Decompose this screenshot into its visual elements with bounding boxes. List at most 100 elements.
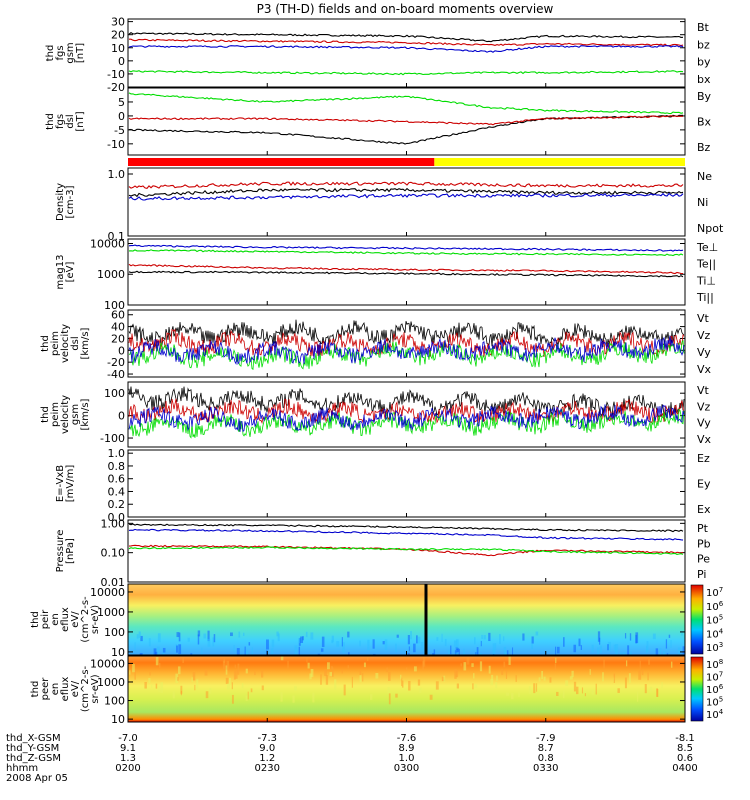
legend-entry: Ne bbox=[697, 170, 712, 183]
spectrogram-texture bbox=[635, 632, 639, 644]
legend-entry: Ez bbox=[697, 452, 710, 465]
spectrogram-texture bbox=[628, 673, 631, 684]
spectrogram-texture bbox=[351, 676, 353, 688]
spectrogram-texture bbox=[481, 634, 483, 639]
x-tick-label: -7.0 bbox=[118, 733, 138, 744]
series-line-vx bbox=[128, 404, 685, 433]
spectrogram-texture bbox=[293, 686, 297, 691]
legend-entry: Vx bbox=[697, 363, 712, 376]
spectrogram-texture bbox=[607, 644, 609, 651]
x-tick-label: 0300 bbox=[394, 763, 419, 774]
y-axis-label: fgs bbox=[55, 114, 66, 129]
spectrogram-texture bbox=[460, 663, 462, 667]
spectrogram-texture bbox=[254, 671, 256, 676]
spectrogram-texture bbox=[325, 675, 329, 685]
spectrogram-texture bbox=[341, 669, 343, 674]
spectrogram-texture bbox=[250, 688, 253, 693]
spectrogram-texture bbox=[420, 641, 424, 651]
spectrogram bbox=[128, 584, 685, 655]
spectrogram-texture bbox=[491, 674, 494, 681]
spectrogram-texture bbox=[158, 685, 160, 693]
spectrogram-texture bbox=[400, 674, 402, 680]
mode-segment bbox=[434, 158, 685, 166]
x-tick-label: -8.1 bbox=[675, 733, 695, 744]
y-axis-label: gsm bbox=[70, 404, 81, 425]
y-axis-label: eflux bbox=[60, 607, 71, 632]
y-tick-label: 100 bbox=[104, 387, 125, 400]
spectrogram-texture bbox=[241, 683, 244, 689]
spectrogram-texture bbox=[473, 673, 475, 679]
spectrogram-texture bbox=[441, 676, 445, 682]
spectrogram-texture bbox=[207, 639, 211, 647]
spectrogram-texture bbox=[151, 684, 153, 688]
series-line-bx bbox=[128, 114, 684, 145]
y-axis-label: en bbox=[50, 683, 61, 696]
colorbar-tick-label: 108 bbox=[706, 658, 723, 671]
spectrogram-texture bbox=[134, 642, 136, 651]
legend-entry: bz bbox=[697, 38, 710, 51]
legend-entry: Te|| bbox=[696, 258, 716, 271]
spectrogram-texture bbox=[347, 631, 350, 638]
y-tick-label: 0.4 bbox=[108, 485, 126, 498]
spectrogram-texture bbox=[656, 688, 658, 697]
spectrogram-texture bbox=[225, 677, 229, 684]
x-row-label: 2008 Apr 05 bbox=[6, 773, 68, 784]
y-axis-label: thd bbox=[40, 335, 51, 352]
spectrogram-texture bbox=[148, 678, 151, 684]
colorbar-tick-label: 107 bbox=[706, 671, 723, 684]
spectrogram-texture bbox=[321, 636, 325, 648]
spectrogram-texture bbox=[138, 631, 141, 638]
spectrogram-texture bbox=[624, 633, 627, 639]
spectrogram-texture bbox=[388, 693, 391, 705]
spectrogram-texture bbox=[407, 634, 410, 645]
y-tick-label: 10000 bbox=[90, 586, 125, 599]
spectrogram-texture bbox=[140, 635, 143, 642]
spectrogram-texture bbox=[508, 656, 511, 665]
legend-entry: Bx bbox=[697, 116, 712, 129]
spectrogram-texture bbox=[627, 645, 630, 656]
y-tick-label: 60 bbox=[111, 309, 125, 322]
y-axis-label: [km/s] bbox=[80, 327, 91, 359]
spectrogram-texture bbox=[496, 675, 498, 681]
spectrogram-texture bbox=[136, 634, 139, 639]
spectrogram-texture bbox=[213, 634, 216, 643]
spectrogram-texture bbox=[597, 631, 601, 642]
spectrogram-texture bbox=[228, 677, 231, 686]
spectrogram-texture bbox=[476, 647, 479, 654]
spectrogram-texture bbox=[342, 642, 345, 653]
legend-entry: Vt bbox=[697, 312, 710, 325]
spectrogram-texture bbox=[294, 645, 298, 655]
legend-entry: Npot bbox=[697, 222, 724, 235]
x-tick-label: 9.1 bbox=[120, 743, 136, 754]
colorbar-tick-label: 107 bbox=[706, 586, 723, 599]
y-tick-label: 20 bbox=[111, 29, 125, 42]
spectrogram-texture bbox=[336, 641, 340, 647]
spectrogram-texture bbox=[637, 691, 639, 702]
spectrogram-texture bbox=[231, 694, 234, 704]
x-tick-label: 0200 bbox=[115, 763, 140, 774]
spectrogram-texture bbox=[647, 672, 649, 681]
spectrogram-texture bbox=[155, 657, 159, 666]
spectrogram-texture bbox=[668, 634, 671, 638]
y-axis-label: E=-VxB bbox=[55, 465, 66, 502]
y-axis-label: velocity bbox=[60, 324, 71, 363]
colorbar-tick-label: 104 bbox=[706, 627, 724, 640]
series-line-vt bbox=[128, 319, 685, 348]
spectrogram-texture bbox=[182, 657, 184, 664]
x-tick-label: 0.8 bbox=[538, 753, 554, 764]
spectrogram-texture bbox=[479, 661, 483, 672]
spectrogram-texture bbox=[372, 639, 375, 649]
colorbar-tick-label: 106 bbox=[706, 600, 724, 613]
spectrogram-texture bbox=[503, 646, 507, 656]
x-tick-label: 0400 bbox=[672, 763, 697, 774]
series-line-te bbox=[128, 263, 683, 275]
spectrogram-texture bbox=[277, 633, 280, 642]
spectrogram-texture bbox=[597, 647, 600, 655]
y-tick-label: 0.1 bbox=[108, 230, 126, 243]
y-axis-label: Density bbox=[55, 183, 66, 221]
spectrogram-texture bbox=[332, 667, 334, 677]
spectrogram-texture bbox=[176, 632, 180, 638]
y-tick-label: 1.0 bbox=[108, 447, 126, 460]
y-tick-label: 0 bbox=[118, 110, 125, 123]
